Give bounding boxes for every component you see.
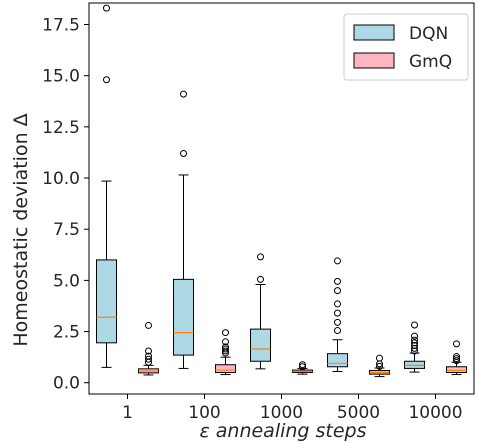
outlier-point: [257, 275, 264, 283]
outlier-point: [145, 352, 152, 360]
outlier-point: [103, 76, 110, 84]
y-tick-label: 10.0: [42, 169, 80, 189]
outlier-point: [411, 332, 418, 340]
x-tick-label: 10000: [408, 403, 462, 423]
box-dqn-1000: [250, 253, 271, 370]
y-tick-label: 12.5: [42, 118, 80, 138]
outlier-point: [222, 338, 229, 346]
y-tick-label: 2.5: [53, 323, 80, 343]
y-tick-label: 5.0: [53, 271, 80, 291]
outlier-point: [376, 362, 383, 370]
y-tick-label: 0.0: [53, 374, 80, 394]
outlier-point: [334, 309, 341, 317]
box-body: [446, 366, 467, 374]
outlier-point: [222, 345, 229, 353]
outlier-point: [222, 343, 229, 351]
legend-swatch-gmq: [353, 52, 395, 69]
x-axis-label: ε annealing steps: [199, 420, 366, 442]
outlier-point: [334, 327, 341, 335]
outlier-point: [103, 4, 110, 12]
outlier-point: [299, 361, 306, 369]
outlier-point: [334, 300, 341, 308]
y-axis: 0.0 2.5 5.0 7.5 10.0 12.5 15.0 17.5: [42, 15, 89, 394]
box-body: [215, 364, 236, 374]
y-tick-label: 15.0: [42, 67, 80, 87]
box-gmq-5000: [369, 354, 390, 378]
box-body: [173, 278, 194, 356]
y-axis-label: Homeostatic deviation Δ: [10, 113, 32, 346]
legend-label-dqn: DQN: [409, 24, 448, 44]
outlier-point: [453, 355, 460, 363]
box-gmq-10000: [446, 340, 467, 376]
box-gmq-1: [138, 321, 159, 376]
plot-area: [88, 2, 475, 395]
legend-swatch-dqn: [353, 24, 395, 41]
box-dqn-10000: [404, 321, 425, 373]
box-dqn-100: [173, 90, 194, 369]
box-dqn-1: [96, 4, 117, 368]
outlier-point: [145, 321, 152, 329]
x-tick-label: 1: [122, 403, 133, 423]
box-dqn-5000: [327, 257, 348, 372]
outlier-point: [180, 90, 187, 98]
outlier-point: [453, 357, 460, 365]
x-tick-label: 5000: [337, 403, 380, 423]
outlier-point: [453, 340, 460, 348]
y-tick-label: 7.5: [53, 220, 80, 240]
legend: DQN GmQ: [343, 13, 469, 81]
outlier-point: [411, 341, 418, 349]
box-gmq-100: [215, 329, 236, 376]
y-tick-label: 17.5: [42, 15, 80, 35]
outlier-point: [145, 347, 152, 355]
outlier-point: [334, 287, 341, 295]
legend-label-gmq: GmQ: [409, 52, 452, 72]
outlier-point: [257, 253, 264, 261]
outlier-point: [334, 318, 341, 326]
x-axis: 1 100 1000 5000 10000: [122, 394, 463, 423]
box-body: [327, 353, 348, 368]
x-tick-label: 100: [188, 403, 220, 423]
x-tick-label: 1000: [260, 403, 303, 423]
outlier-point: [299, 363, 306, 371]
outlier-point: [222, 329, 229, 337]
outlier-point: [453, 353, 460, 361]
outlier-point: [411, 336, 418, 344]
box-body: [250, 328, 271, 362]
box-gmq-1000: [292, 361, 313, 375]
outlier-point: [180, 149, 187, 157]
box-body: [96, 259, 117, 344]
outlier-point: [376, 354, 383, 362]
outlier-point: [145, 355, 152, 363]
outlier-point: [411, 339, 418, 347]
outlier-point: [222, 347, 229, 355]
outlier-point: [334, 257, 341, 265]
outlier-point: [411, 321, 418, 329]
outlier-point: [334, 277, 341, 285]
